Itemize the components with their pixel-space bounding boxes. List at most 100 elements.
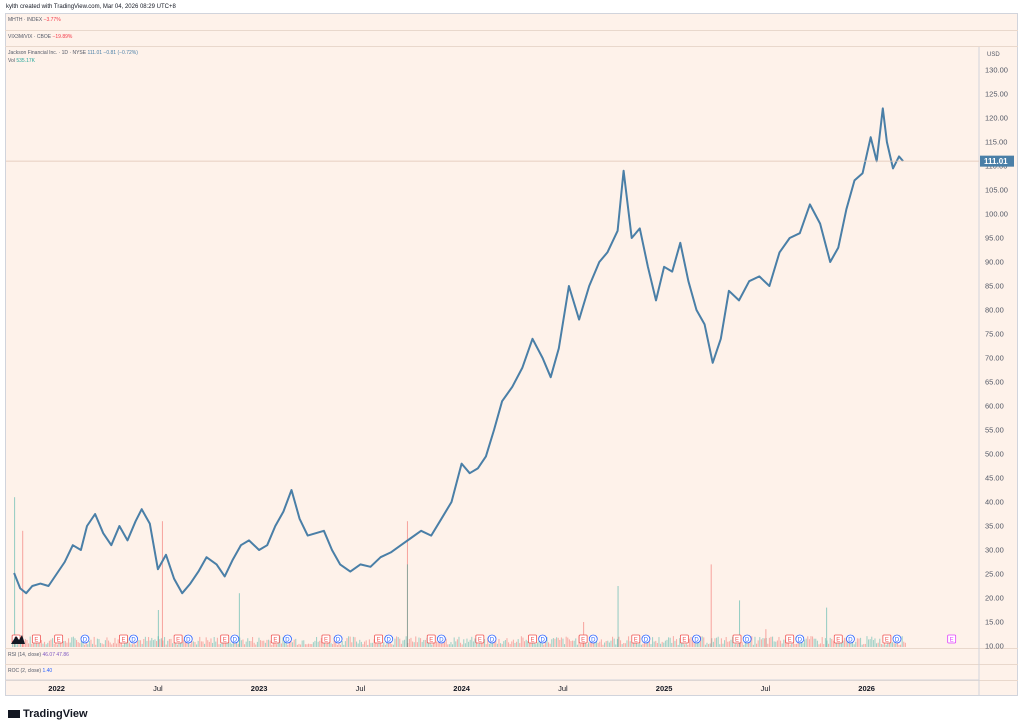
earnings-marker[interactable]: [631, 634, 641, 644]
volume-bar: [711, 638, 713, 647]
price-scale[interactable]: 130.00125.00120.00115.00110.00105.00100.…: [985, 66, 1008, 651]
event-marker-label: E: [34, 638, 38, 644]
volume-bar: [610, 640, 612, 647]
legend-rsi-value: 46.07 47.86: [42, 652, 69, 658]
volume-bar: [220, 643, 222, 647]
earnings-marker[interactable]: [785, 634, 795, 644]
volume-bar: [212, 642, 214, 647]
volume-bar: [567, 637, 569, 647]
legend-vix[interactable]: VIX3M/VIX · CBOE −19.89%: [8, 34, 72, 40]
legend-vol[interactable]: Vol 535.17K: [8, 58, 35, 64]
tradingview-logo[interactable]: TradingView: [8, 708, 88, 720]
earnings-marker[interactable]: [426, 634, 436, 644]
volume-bar: [282, 637, 284, 647]
dividend-marker[interactable]: [892, 634, 902, 644]
dividend-marker[interactable]: [692, 634, 701, 644]
volume-bar: [55, 640, 57, 647]
volume-bar: [703, 637, 705, 647]
dividend-marker[interactable]: [436, 634, 446, 644]
earnings-marker[interactable]: [119, 634, 128, 644]
earnings-marker[interactable]: [475, 634, 485, 644]
pane-separator-2[interactable]: [5, 46, 1018, 47]
dividend-marker[interactable]: [588, 634, 598, 644]
pane-separator-4[interactable]: [5, 664, 1018, 665]
volume-bar: [866, 636, 868, 647]
volume-bar: [194, 642, 196, 647]
earnings-marker[interactable]: [578, 634, 588, 644]
dividend-marker[interactable]: [283, 634, 292, 644]
volume-bar: [293, 639, 295, 647]
volume-bar: [208, 641, 210, 647]
dividend-marker[interactable]: [80, 634, 90, 644]
dividend-marker[interactable]: [129, 634, 138, 644]
volume-bar: [706, 642, 708, 647]
event-marker-label: D: [285, 638, 290, 644]
volume-bar: [178, 643, 180, 647]
earnings-marker[interactable]: [882, 634, 892, 644]
volume-bar: [26, 639, 28, 647]
dividend-marker[interactable]: [384, 634, 394, 644]
earnings-marker[interactable]: [270, 634, 280, 644]
dividend-marker[interactable]: [230, 634, 240, 644]
earnings-marker[interactable]: [220, 634, 230, 644]
time-scale[interactable]: 2022 Jul 2023 Jul 2024 Jul 2025 Jul 2026: [48, 684, 875, 693]
event-marker-label: E: [950, 638, 954, 644]
pane-separator-3[interactable]: [5, 648, 1018, 649]
dividend-marker[interactable]: [183, 634, 193, 644]
volume-bar: [488, 643, 490, 647]
chart-frame[interactable]: [5, 13, 1018, 696]
volume-bar: [868, 639, 870, 647]
volume-bar: [564, 644, 566, 647]
volume-bar: [552, 638, 554, 647]
volume-bar: [285, 639, 287, 647]
earnings-marker[interactable]: [947, 634, 957, 644]
earnings-marker[interactable]: [31, 634, 41, 644]
legend-roc[interactable]: ROC (2, close) 1.40: [8, 668, 52, 674]
pane-separator-1[interactable]: [5, 30, 1018, 31]
earnings-marker[interactable]: [321, 634, 331, 644]
earnings-marker[interactable]: [679, 634, 689, 644]
volume-spike: [22, 530, 24, 647]
volume-bar: [487, 637, 489, 647]
legend-vix-name: VIX3M/VIX · CBOE: [8, 34, 52, 40]
volume-bar: [223, 642, 225, 647]
volume-bar: [176, 644, 178, 647]
volume-bar: [391, 644, 393, 647]
earnings-marker[interactable]: [732, 634, 742, 644]
tradingview-chart-icon[interactable]: [10, 632, 26, 646]
dividend-marker[interactable]: [795, 634, 805, 644]
volume-bar: [114, 637, 116, 647]
volume-bar: [79, 643, 81, 647]
volume-bar: [752, 644, 754, 647]
volume-bar: [460, 642, 462, 647]
earnings-marker[interactable]: [833, 634, 843, 644]
volume-bar: [818, 644, 820, 647]
dividend-marker[interactable]: [333, 634, 343, 644]
event-marker-label: E: [121, 638, 125, 644]
price-chart[interactable]: EEEDEDEDEDEDEDEDEDEDEDEDEDEDEDEDEDEDE 13…: [0, 0, 1024, 700]
dividend-marker[interactable]: [641, 634, 651, 644]
volume-spike: [739, 600, 741, 647]
legend-main[interactable]: Jackson Financial Inc. · 1D · NYSE 111.0…: [8, 50, 138, 56]
event-markers[interactable]: EEEDEDEDEDEDEDEDEDEDEDEDEDEDEDEDEDEDE: [11, 634, 957, 644]
earnings-marker[interactable]: [54, 634, 64, 644]
volume-bar: [290, 639, 292, 647]
earnings-marker[interactable]: [528, 634, 537, 644]
legend-mhth[interactable]: MHTH · INDEX −3.77%: [8, 17, 61, 23]
legend-rsi[interactable]: RSI (14, close) 46.07 47.86: [8, 652, 69, 658]
volume-bar: [149, 640, 151, 647]
volume-bar: [509, 643, 511, 647]
dividend-marker[interactable]: [846, 634, 855, 644]
earnings-marker[interactable]: [173, 634, 183, 644]
y-tick-label: 55.00: [985, 426, 1004, 435]
volume-bar: [655, 640, 657, 647]
earnings-marker[interactable]: [374, 634, 384, 644]
volume-bar: [570, 640, 572, 647]
dividend-marker[interactable]: [538, 634, 548, 644]
volume-bar: [72, 636, 74, 647]
event-marker-label: E: [530, 638, 534, 644]
volume-bar: [573, 640, 575, 647]
event-marker-label: D: [540, 638, 545, 644]
dividend-marker[interactable]: [487, 634, 497, 644]
dividend-marker[interactable]: [742, 634, 752, 644]
